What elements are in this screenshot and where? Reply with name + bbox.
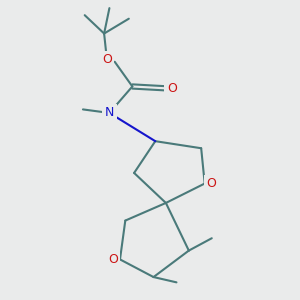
Text: N: N — [105, 106, 114, 119]
Text: O: O — [108, 253, 118, 266]
Text: O: O — [102, 53, 112, 67]
Text: O: O — [167, 82, 177, 95]
Text: O: O — [206, 177, 216, 190]
